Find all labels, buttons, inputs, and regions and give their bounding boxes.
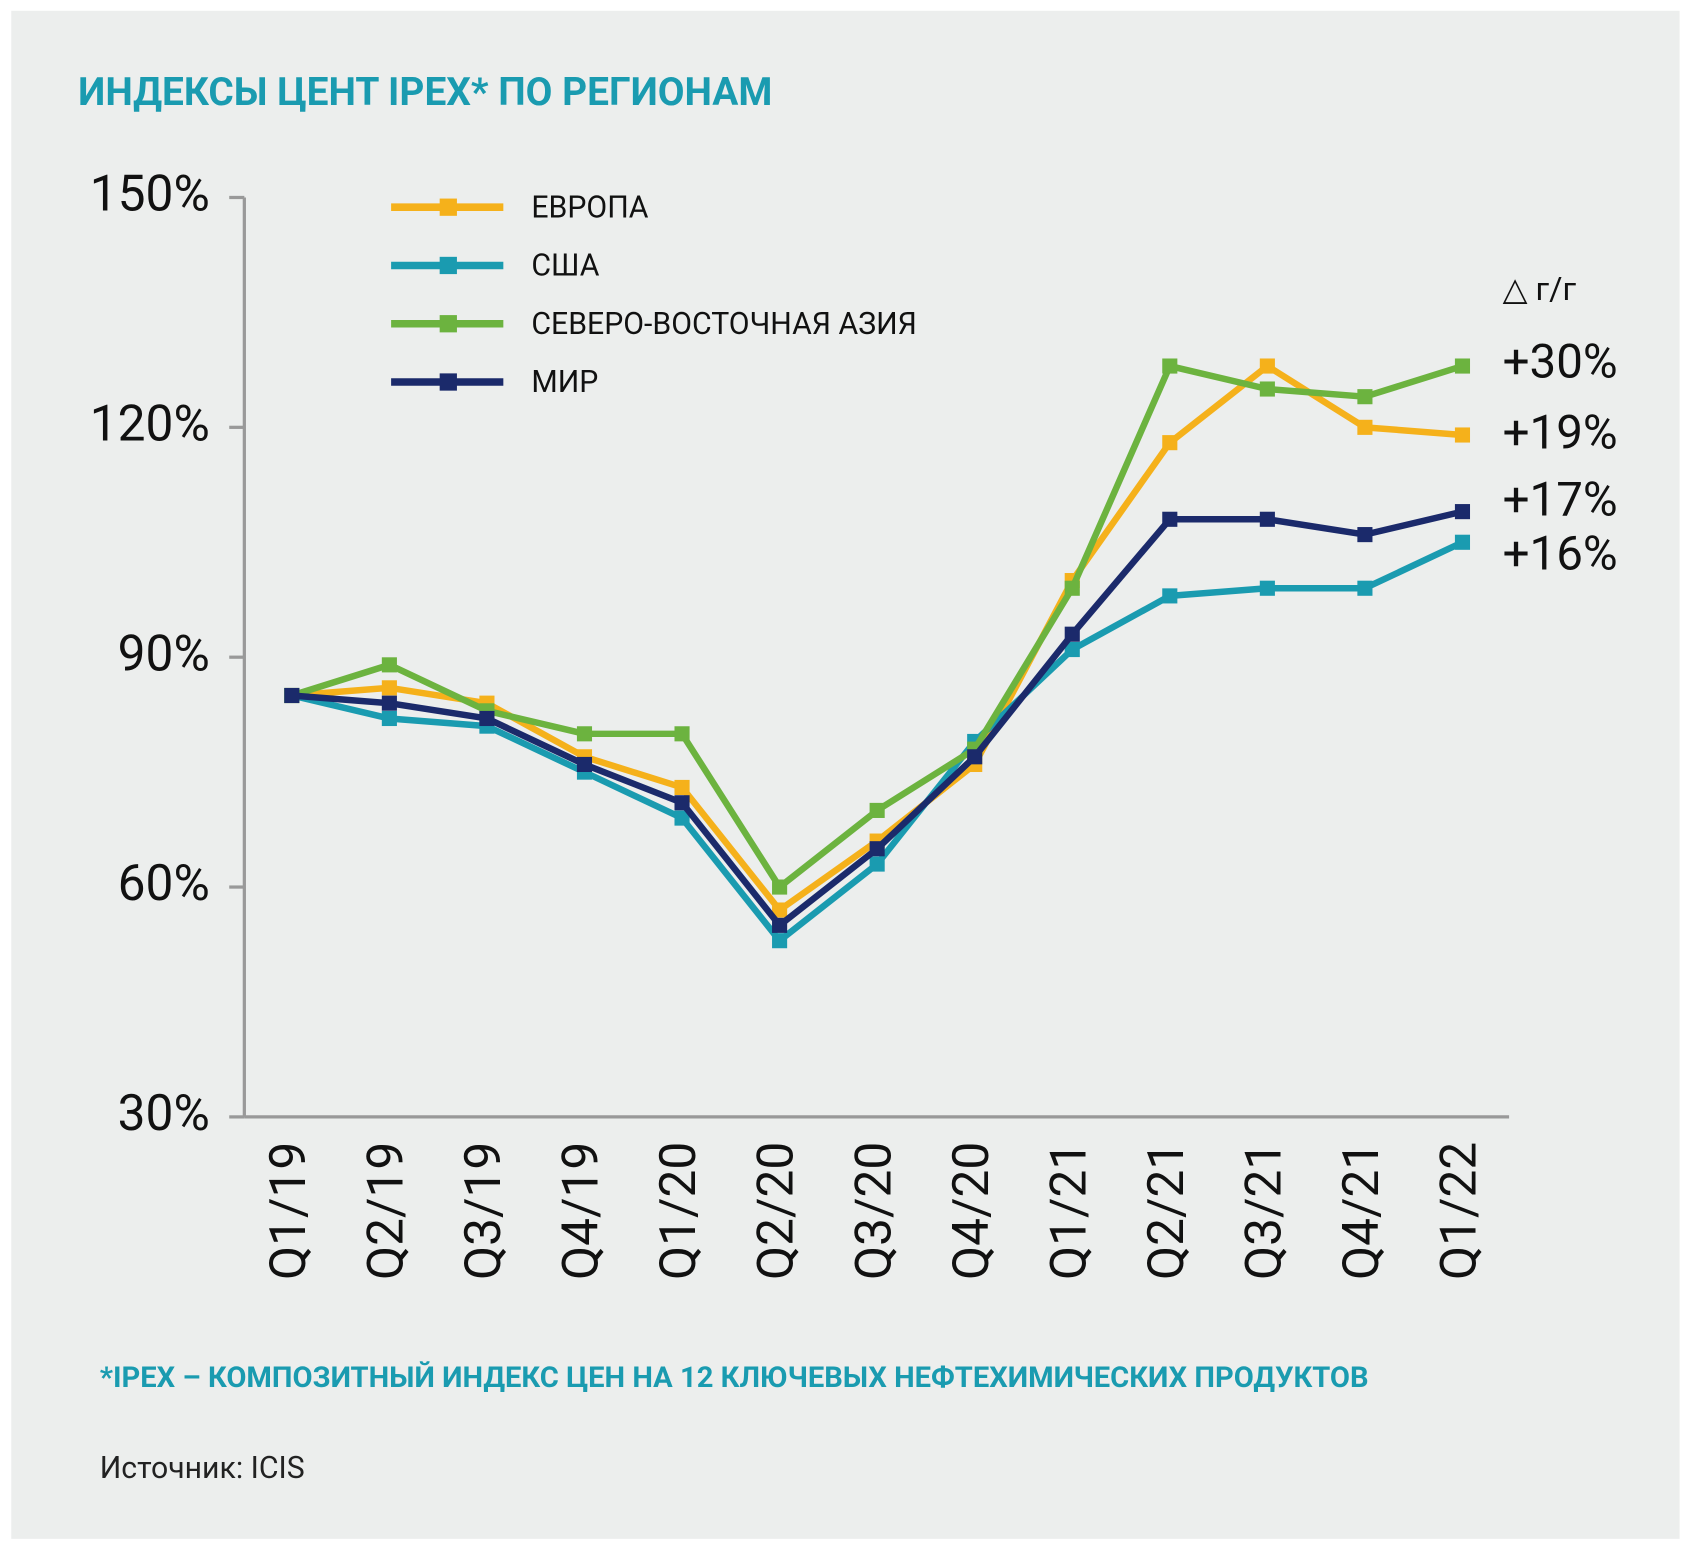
x-tick-label: Q1/20 [650,1142,708,1280]
point [381,657,397,673]
point [576,726,593,742]
y-tick-label: 150% [90,166,210,224]
point [1454,504,1471,520]
point [576,756,593,773]
point [869,802,885,818]
point [1162,588,1178,604]
point [1454,358,1471,374]
legend-label: СЕВЕРО-ВОСТОЧНАЯ АЗИЯ [531,307,917,342]
x-tick-label: Q2/20 [748,1142,806,1280]
point [1259,580,1275,596]
annotation: +17% [1503,471,1618,527]
x-tick-label: Q1/22 [1431,1142,1489,1280]
legend-marker [439,315,457,333]
x-tick-label: Q3/20 [845,1142,903,1280]
point [381,680,397,696]
legend-label: ЕВРОПА [531,190,648,225]
point [674,795,690,811]
point [1357,419,1373,435]
point [772,917,788,933]
point [1357,527,1373,543]
x-tick-label: Q2/21 [1138,1142,1196,1280]
point [674,810,690,826]
y-tick-label: 90% [118,625,210,683]
point [772,879,788,895]
point [1259,381,1275,397]
point [1162,358,1178,374]
point [1454,534,1471,550]
point [284,687,300,704]
x-tick-label: Q3/21 [1235,1142,1293,1280]
point [869,841,885,857]
x-tick-label: Q2/19 [357,1142,415,1280]
annotation: +30% [1503,333,1618,389]
x-tick-label: Q3/19 [455,1142,513,1280]
point [1064,580,1080,596]
annotation: +16% [1503,525,1618,581]
point [772,902,788,918]
point [674,779,690,795]
panel [11,10,1680,1539]
point [1162,511,1178,527]
y-tick-label: 60% [118,855,210,913]
point [1454,427,1471,443]
chart-title: ИНДЕКСЫ ЦЕНТ IPEX* ПО РЕГИОНАМ [78,70,772,115]
footnote: *IPEX – КОМПОЗИТНЫЙ ИНДЕКС ЦЕН НА 12 КЛЮ… [100,1360,1369,1395]
legend-marker [439,373,457,391]
point [1064,641,1080,658]
legend-label: МИР [531,365,598,400]
annotation: +19% [1503,405,1618,461]
y-tick-label: 120% [90,395,210,453]
annotation: △ г/г [1503,270,1577,308]
point [1259,358,1275,374]
x-tick-label: Q1/21 [1040,1142,1098,1280]
y-tick-label: 30% [118,1085,210,1143]
point [479,710,495,727]
point [772,933,788,949]
legend-marker [439,256,457,275]
point [1259,511,1275,527]
x-tick-label: Q1/19 [260,1142,318,1280]
point [1162,435,1178,451]
point [1064,626,1080,642]
x-tick-label: Q4/19 [553,1142,611,1280]
legend-label: США [531,249,599,284]
point [1357,580,1373,596]
legend-marker [439,198,457,216]
point [967,749,983,765]
point [381,695,397,711]
point [869,856,885,872]
x-tick-label: Q4/21 [1333,1142,1391,1280]
source: Источник: ICIS [100,1451,305,1486]
point [674,726,690,742]
x-tick-label: Q4/20 [943,1142,1001,1280]
point [1357,389,1373,405]
point [381,710,397,727]
